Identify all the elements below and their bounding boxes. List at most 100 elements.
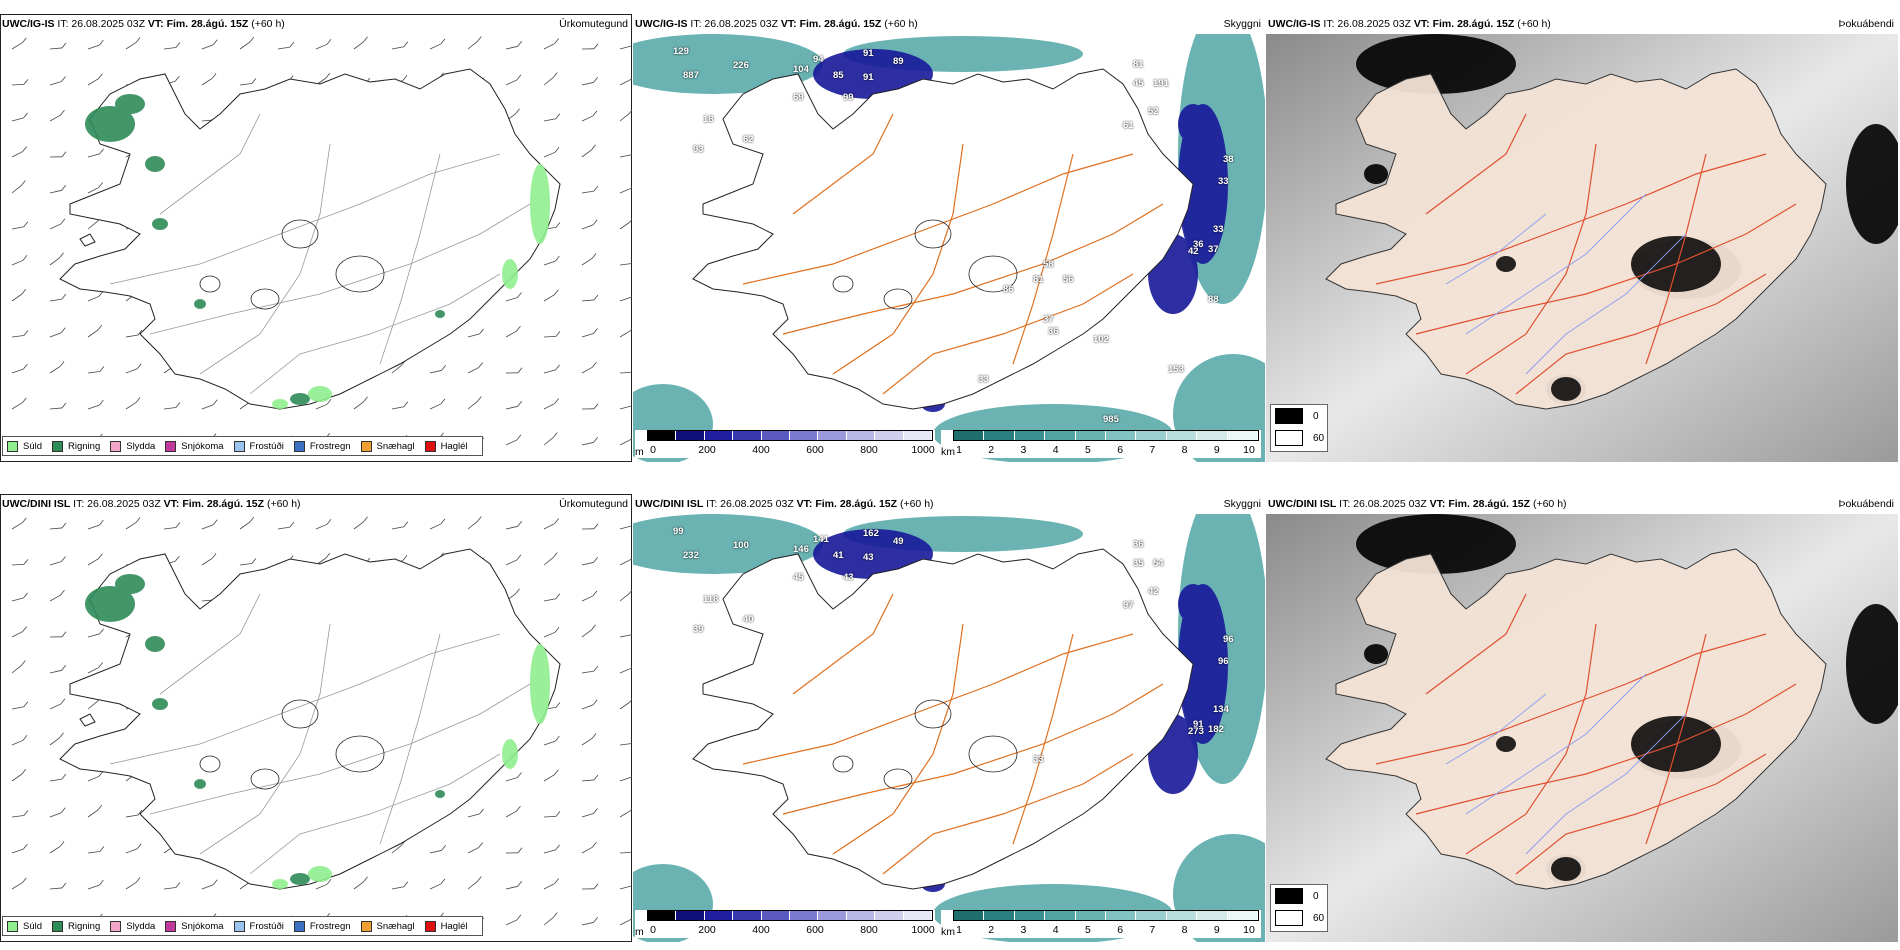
- scale-tick: 400: [752, 924, 770, 936]
- legend-item: Snjókoma: [165, 440, 224, 452]
- valid-time: VT: Fim. 28.ágú. 15Z: [147, 18, 249, 30]
- legend-item: Rigning: [52, 920, 101, 932]
- legend-item: Frostúði: [233, 440, 284, 452]
- legend-item: Snjókoma: [165, 920, 224, 932]
- legend-swatch: [424, 440, 436, 452]
- visibility-value: 191: [1153, 78, 1169, 89]
- scale-tick: 8: [1181, 444, 1188, 456]
- visibility-value: 58: [1043, 259, 1054, 270]
- visibility-value: 36: [1193, 239, 1204, 250]
- glacier-outlines: [199, 219, 385, 310]
- visibility-value: 100: [733, 540, 749, 551]
- visibility-value: 102: [1093, 334, 1109, 345]
- init-time: IT: 26.08.2025 03Z: [1339, 498, 1427, 510]
- visibility-value: 226: [733, 60, 749, 71]
- legend-swatch: [360, 440, 372, 452]
- coastline: [59, 548, 561, 890]
- legend-swatch: [293, 920, 305, 932]
- legend-swatch: [1275, 910, 1303, 926]
- scale-tick: 3: [1020, 444, 1027, 456]
- visibility-value: 45: [793, 572, 804, 583]
- visibility-value: 89: [893, 56, 904, 67]
- scale-tick: 9: [1213, 924, 1220, 936]
- scale-tick: 200: [698, 444, 716, 456]
- panel-header: UWC/IG-IS IT: 26.08.2025 03Z VT: Fim. 28…: [0, 14, 632, 34]
- scale-tick: 400: [752, 444, 770, 456]
- legend-swatch: [110, 920, 122, 932]
- scale-tick: 7: [1149, 444, 1156, 456]
- scale-tick: 600: [806, 924, 824, 936]
- visibility-value: 39: [693, 624, 704, 635]
- legend-item: Slydda: [110, 920, 156, 932]
- legend-label: 60: [1313, 432, 1325, 444]
- visibility-value: 69: [793, 92, 804, 103]
- legend-label: Snæhagl: [376, 440, 415, 452]
- visibility-value: 182: [1208, 724, 1224, 735]
- model-name: UWC/IG-IS: [2, 18, 55, 30]
- lead-time: (+60 h): [884, 18, 918, 30]
- valid-time: VT: Fim. 28.ágú. 15Z: [796, 498, 898, 510]
- glacier-outlines: [199, 699, 385, 790]
- visibility-map: [633, 34, 1265, 462]
- visibility-value: 61: [1123, 120, 1134, 131]
- visibility-value: 35: [1133, 558, 1144, 569]
- visibility-value: 91: [863, 72, 874, 83]
- panel-title: Þokuábendi: [1838, 18, 1894, 30]
- legend-item: 0: [1271, 885, 1327, 907]
- fog-dense-areas: [1356, 514, 1898, 884]
- model-name: UWC/DINI ISL: [635, 498, 704, 510]
- legend-label: Slydda: [126, 920, 156, 932]
- scale-strip: [647, 430, 933, 441]
- visibility-value: 43: [843, 572, 854, 583]
- legend-label: Frostúði: [249, 440, 284, 452]
- model-name: UWC/DINI ISL: [2, 498, 71, 510]
- model-name: UWC/IG-IS: [635, 18, 688, 30]
- scale-tick: 4: [1052, 444, 1059, 456]
- scale-tick: 4: [1052, 924, 1059, 936]
- glacier-outlines: [832, 699, 1018, 790]
- legend-label: Snjókoma: [181, 920, 224, 932]
- legend-item: Súld: [7, 920, 42, 932]
- scale-tick: 200: [698, 924, 716, 936]
- legend-item: 60: [1271, 427, 1327, 449]
- scale-tick: 0: [650, 444, 656, 456]
- legend-item: Haglél: [424, 920, 468, 932]
- init-time: IT: 26.08.2025 03Z: [1323, 18, 1411, 30]
- scale-tick: 10: [1243, 444, 1255, 456]
- visibility-value: 56: [1063, 274, 1074, 285]
- glacier-outlines: [832, 219, 1018, 310]
- road-network: [109, 113, 531, 395]
- river-network: [1445, 673, 1687, 855]
- legend-label: Haglél: [440, 440, 468, 452]
- visibility-value: 104: [793, 64, 809, 75]
- drizzle-areas: [272, 164, 550, 409]
- panel-title: Þokuábendi: [1838, 498, 1894, 510]
- fog-index-legend: 0 60: [1270, 884, 1328, 932]
- coastline: [1325, 68, 1827, 410]
- visibility-value: 153: [1168, 364, 1184, 375]
- road-network: [742, 113, 1164, 395]
- legend-item: Frostregn: [293, 440, 351, 452]
- scale-strip: [953, 430, 1259, 441]
- legend-label: Rigning: [68, 920, 101, 932]
- precip-type-legend: Súld Rigning Slydda Snjókoma Frostúði Frostre…: [2, 916, 483, 936]
- legend-swatch: [52, 920, 64, 932]
- scale-strip: [953, 910, 1259, 921]
- precip-type-legend: Súld Rigning Slydda Snjókoma Frostúði Frostre…: [2, 436, 483, 456]
- legend-label: Snjókoma: [181, 440, 224, 452]
- scale-tick: 2: [988, 444, 995, 456]
- coastline: [692, 548, 1194, 890]
- legend-label: 0: [1313, 890, 1319, 902]
- panel-precip-dini: Súld Rigning Slydda Snjókoma Frostúði Frostre…: [0, 494, 632, 942]
- panel-visibility-igis: 129 226 887 94 91 89 104 85 91 69 99 18 93 62 81 45 191 5…: [633, 14, 1265, 462]
- legend-swatch: [7, 440, 18, 452]
- legend-swatch: [424, 920, 436, 932]
- road-network: [742, 593, 1164, 875]
- visibility-scale: km 1 2 3 4 5 6 7 8 9 10: [941, 430, 1261, 458]
- visibility-value: 18: [703, 114, 714, 125]
- visibility-value: 887: [683, 70, 699, 81]
- road-network: [1375, 593, 1797, 875]
- rain-areas: [85, 94, 445, 405]
- legend-swatch: [233, 440, 245, 452]
- visibility-value: 86: [1003, 284, 1014, 295]
